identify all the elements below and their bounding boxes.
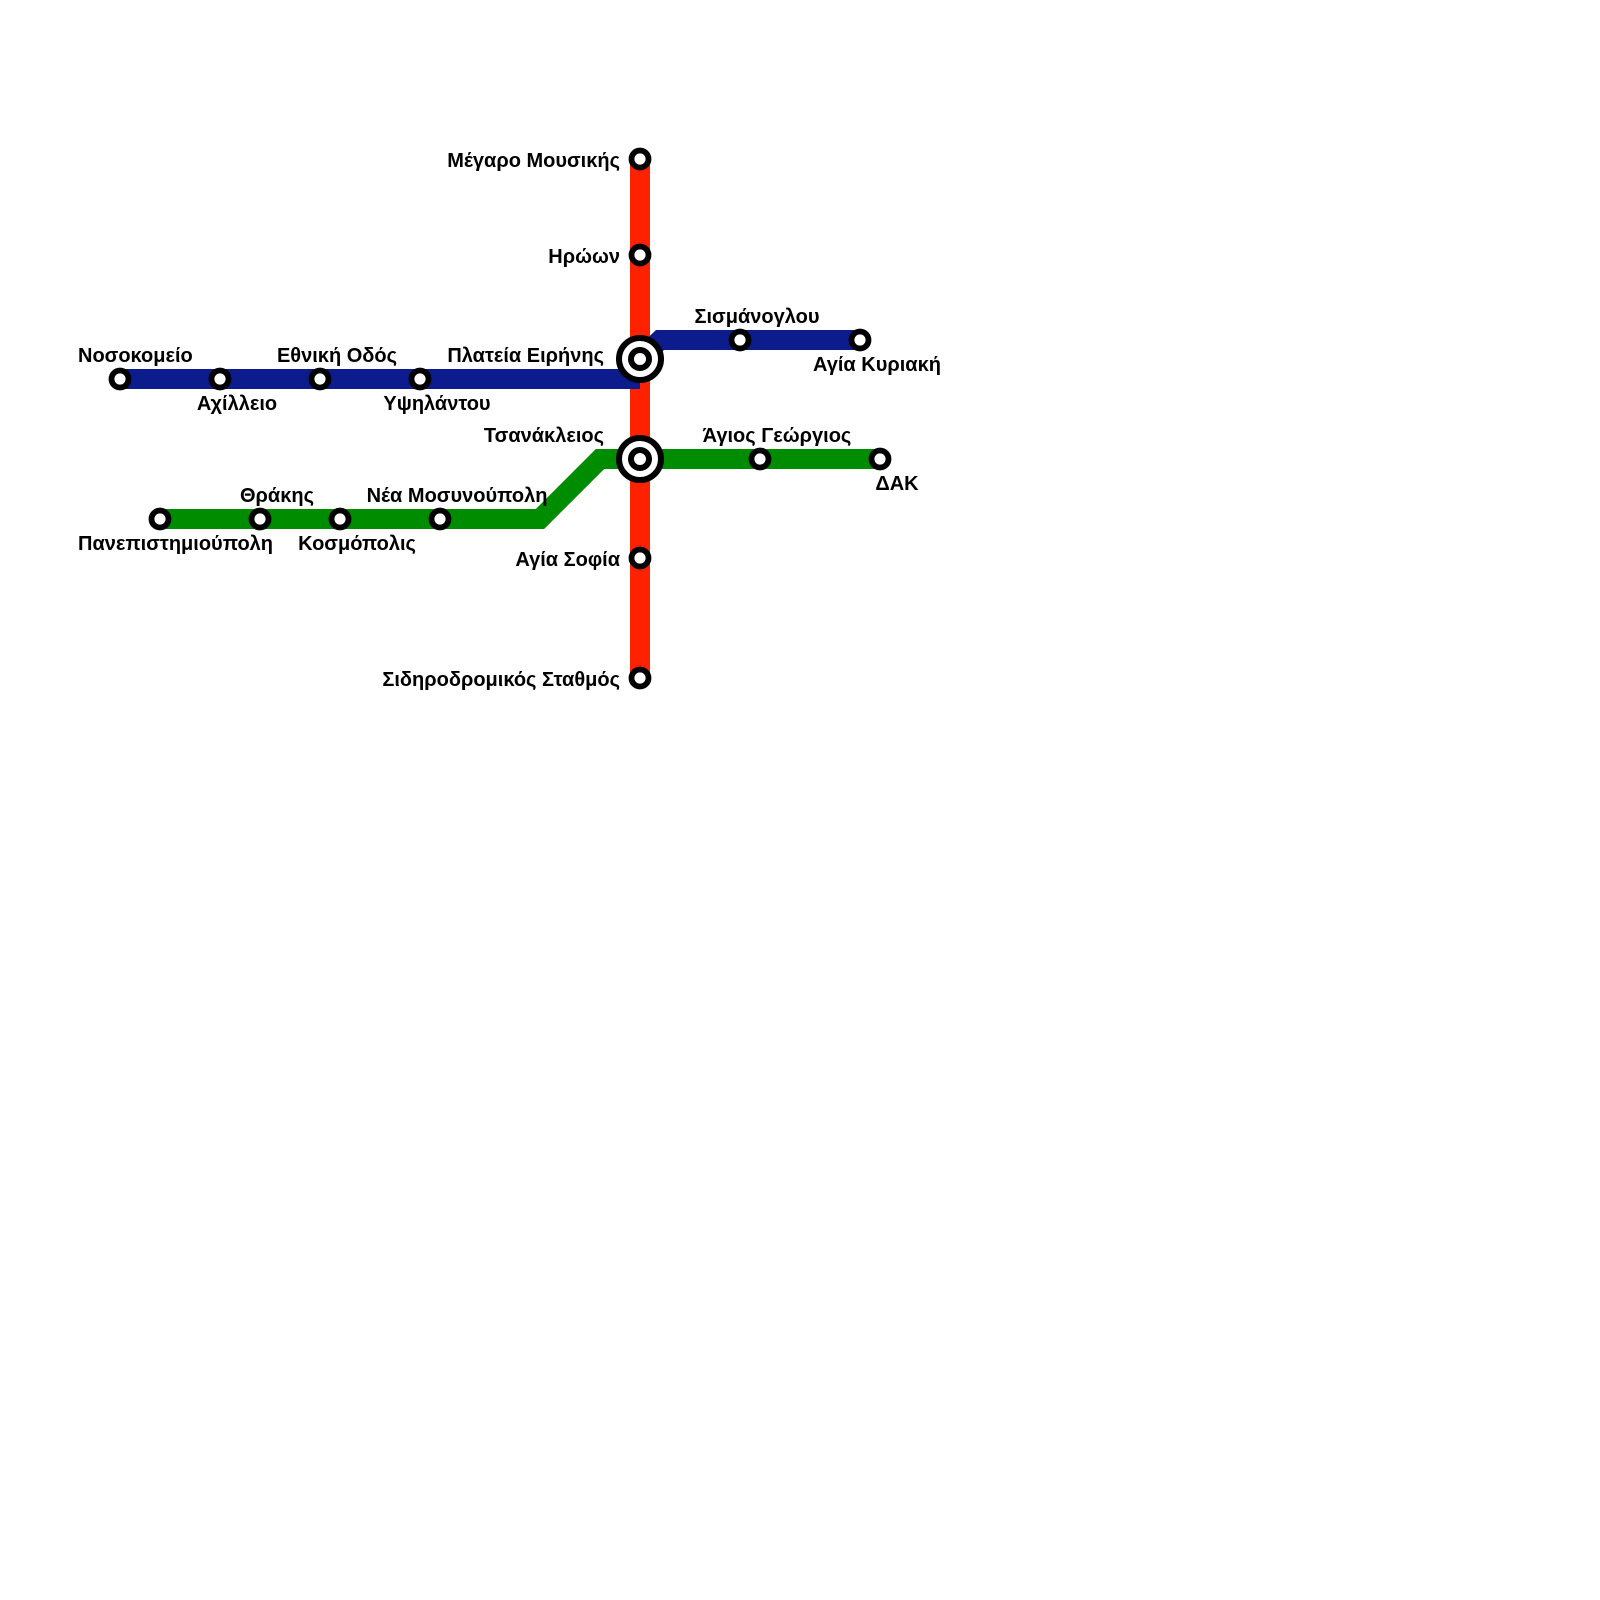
svg-text:ΔΑΚ: ΔΑΚ bbox=[875, 473, 919, 495]
svg-text:Αχίλλειο: Αχίλλειο bbox=[197, 393, 277, 415]
svg-text:Πανεπιστημιούπολη: Πανεπιστημιούπολη bbox=[78, 533, 273, 555]
svg-text:Αγία Κυριακή: Αγία Κυριακή bbox=[813, 354, 941, 376]
svg-text:Θράκης: Θράκης bbox=[240, 485, 314, 507]
svg-text:Νέα Μοσυνούπολη: Νέα Μοσυνούπολη bbox=[367, 485, 548, 507]
svg-text:Ηρώων: Ηρώων bbox=[548, 246, 620, 268]
svg-text:Σιδηροδρομικός Σταθμός: Σιδηροδρομικός Σταθμός bbox=[382, 669, 620, 691]
svg-text:Υψηλάντου: Υψηλάντου bbox=[383, 393, 490, 415]
svg-text:Άγιος Γεώργιος: Άγιος Γεώργιος bbox=[703, 425, 852, 447]
svg-text:Κοσμόπολις: Κοσμόπολις bbox=[298, 533, 416, 555]
svg-text:Πλατεία Ειρήνης: Πλατεία Ειρήνης bbox=[447, 345, 604, 367]
svg-text:Μέγαρο Μουσικής: Μέγαρο Μουσικής bbox=[447, 150, 620, 172]
svg-text:Τσανάκλειος: Τσανάκλειος bbox=[484, 425, 604, 447]
svg-text:Νοσοκομείο: Νοσοκομείο bbox=[78, 345, 193, 367]
svg-text:Σισμάνογλου: Σισμάνογλου bbox=[695, 306, 820, 328]
svg-text:Αγία Σοφία: Αγία Σοφία bbox=[515, 549, 620, 571]
svg-text:Εθνική Οδός: Εθνική Οδός bbox=[277, 345, 397, 367]
